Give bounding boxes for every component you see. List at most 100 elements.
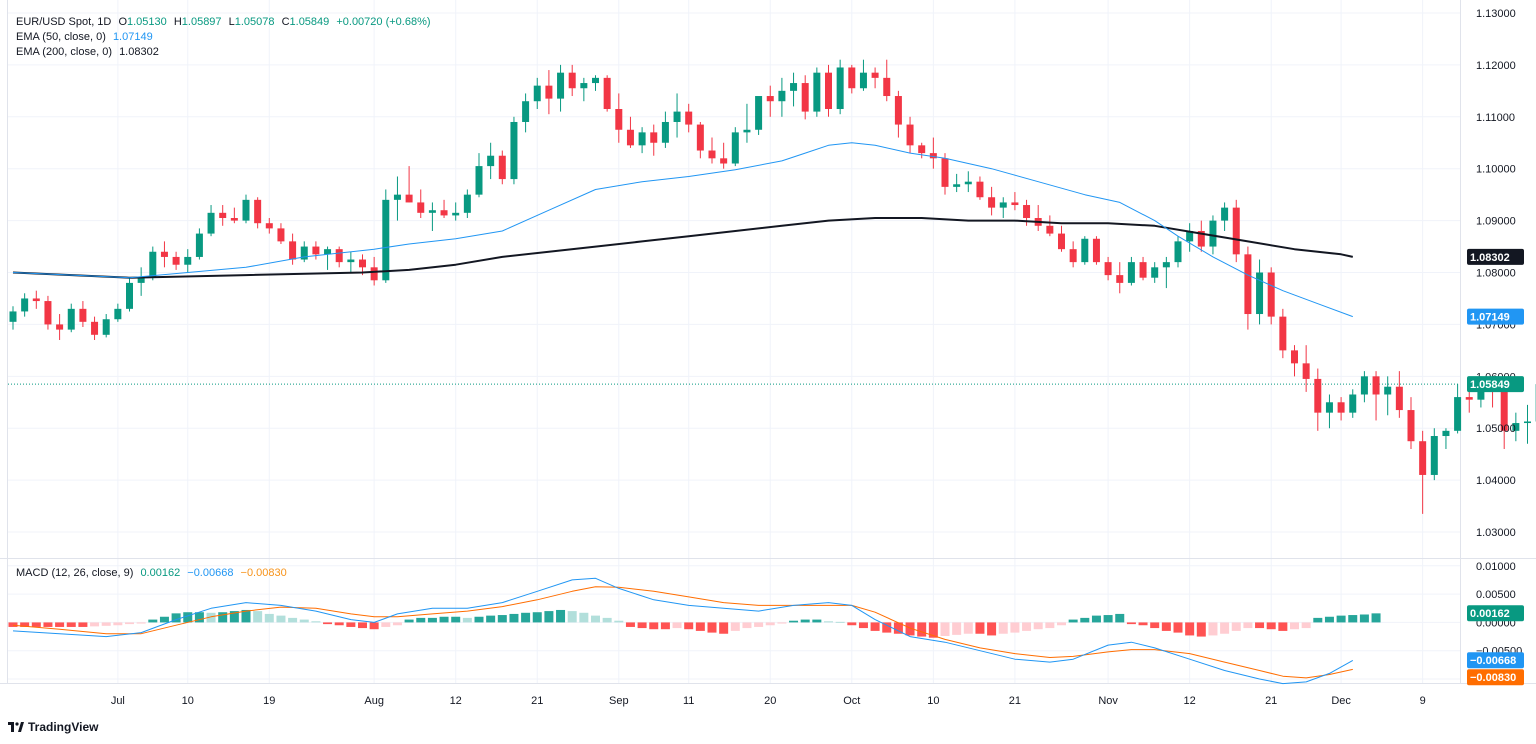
- candle-body: [603, 77, 611, 110]
- candle-body: [475, 166, 483, 195]
- macd-hist-bar: [241, 609, 251, 623]
- candle-body: [149, 251, 157, 278]
- macd-hist-bar: [125, 622, 134, 625]
- macd-hist-bar: [893, 622, 903, 634]
- macd-hist-bar: [556, 609, 566, 623]
- candle-up: [1430, 428, 1438, 481]
- candle-body: [1349, 394, 1357, 413]
- candle-up: [1442, 428, 1450, 449]
- candle-up: [673, 93, 681, 138]
- candle-body: [440, 210, 448, 216]
- macd-hist-bar: [1080, 617, 1090, 623]
- macd-hist-bar: [1301, 622, 1311, 629]
- candle-up: [393, 176, 401, 221]
- macd-hist-bar: [1126, 622, 1136, 625]
- candle-body: [1395, 386, 1403, 411]
- candle-down: [1139, 256, 1147, 281]
- macd-badge: −0.00830: [1467, 669, 1524, 686]
- ema50-line: [12, 142, 1353, 318]
- candle-down: [440, 199, 448, 219]
- candle-body: [1524, 421, 1531, 424]
- time-tick-label: 21: [1009, 695, 1021, 707]
- candle-up: [1174, 236, 1182, 268]
- candle-body: [382, 199, 390, 281]
- candle-up: [347, 251, 355, 273]
- candle-up: [1151, 262, 1159, 283]
- candle-down: [708, 137, 716, 164]
- macd-hist-bar: [812, 619, 822, 623]
- candle-body: [487, 155, 495, 167]
- legend-ema200[interactable]: EMA (200, close, 0) 1.08302: [16, 45, 163, 59]
- candle-up: [1349, 389, 1357, 418]
- macd-hist-bar: [1208, 622, 1218, 636]
- macd-hist-bar: [334, 622, 344, 626]
- candle-body: [848, 67, 856, 89]
- macd-hist-bar: [940, 622, 950, 637]
- price-badge-text: 1.07149: [1470, 312, 1510, 324]
- candle-up: [592, 75, 599, 91]
- price-badge: 1.08302: [1467, 248, 1524, 265]
- price-badge-text: 1.08302: [1470, 252, 1510, 264]
- macd-hist-bar: [148, 619, 158, 623]
- candle-body: [1209, 220, 1217, 247]
- macd-hist-bar: [439, 616, 449, 623]
- macd-hist-bar: [194, 612, 204, 623]
- candle-body: [1442, 430, 1450, 437]
- legend-macd[interactable]: MACD (12, 26, close, 9) 0.00162 −0.00668…: [16, 566, 291, 580]
- candle-up: [661, 111, 669, 148]
- candle-up: [778, 77, 786, 117]
- candle-up: [859, 59, 867, 91]
- candle-down: [254, 197, 262, 229]
- macd-hist-bar: [101, 622, 111, 626]
- macd-hist-bar: [497, 615, 507, 623]
- macd-hist-bar: [31, 622, 41, 627]
- candle-body: [1104, 262, 1112, 276]
- candle-body: [522, 101, 530, 122]
- macd-hist-bar: [90, 622, 100, 627]
- candle-body: [195, 233, 203, 257]
- macd-hist-bar: [392, 622, 402, 626]
- candle-body: [626, 129, 634, 146]
- candle-body: [1430, 436, 1438, 475]
- candle-body: [79, 308, 87, 322]
- macd-badge-bg: [1467, 652, 1524, 669]
- candle-body: [1069, 249, 1077, 263]
- candle-body: [1372, 376, 1380, 395]
- candle-body: [661, 121, 669, 143]
- time-tick-label: Oct: [843, 695, 860, 707]
- candle-body: [277, 228, 285, 242]
- macd-hist-bar: [311, 621, 321, 623]
- candle-body: [359, 259, 366, 268]
- macd-hist-bar: [952, 622, 962, 635]
- candle-body: [1162, 262, 1170, 268]
- macd-hist-bar: [1115, 613, 1125, 623]
- macd-hist-bar: [288, 617, 298, 623]
- candle-body: [393, 194, 401, 200]
- candle-up: [1221, 202, 1229, 231]
- candle-body: [1454, 397, 1462, 431]
- candle-body: [347, 259, 355, 263]
- macd-hist-bar: [462, 617, 472, 623]
- price-badge: 1.05849: [1467, 376, 1524, 393]
- macd-hist-bar: [695, 622, 705, 631]
- candle-down: [545, 70, 553, 115]
- candle-body: [1151, 267, 1159, 278]
- time-tick-label: 20: [764, 695, 776, 707]
- candle-body: [790, 83, 798, 91]
- macd-hist-bar: [43, 622, 53, 627]
- candle-body: [1302, 363, 1310, 379]
- candle-up: [580, 77, 588, 102]
- macd-hist-bar: [1173, 622, 1183, 633]
- candle-body: [452, 212, 460, 216]
- legend-ema50[interactable]: EMA (50, close, 0) 1.07149: [16, 30, 157, 44]
- macd-hist-bar: [963, 622, 973, 634]
- high-value: 1.05897: [181, 16, 222, 28]
- candle-body: [1337, 402, 1345, 413]
- macd-label: MACD (12, 26, close, 9): [16, 567, 134, 579]
- candles: [9, 59, 1536, 514]
- macd-hist-bar: [474, 616, 484, 623]
- macd-hist-value: 0.00162: [140, 567, 181, 579]
- tradingview-logo[interactable]: TradingView: [8, 720, 98, 734]
- candle-body: [685, 111, 693, 125]
